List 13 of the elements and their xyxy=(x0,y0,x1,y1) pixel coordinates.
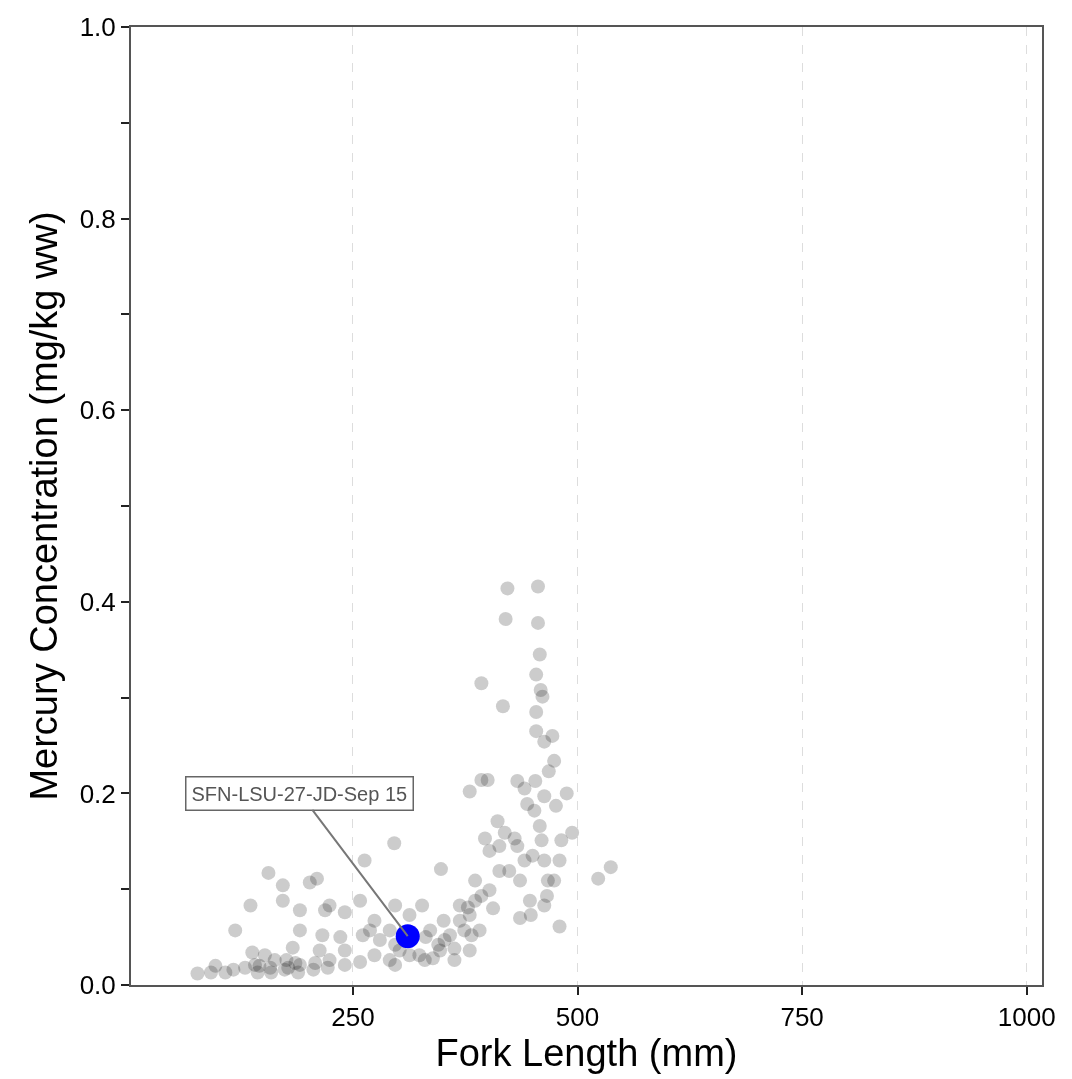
x-tick-label: 1000 xyxy=(997,1002,1056,1033)
annotation: SFN-LSU-27-JD-Sep 15 xyxy=(191,782,408,805)
x-tick-label: 750 xyxy=(780,1002,824,1033)
y-tick-label: 0.2 xyxy=(79,778,116,809)
y-tick-label: 0.6 xyxy=(79,395,116,426)
y-tick-label: 0.4 xyxy=(79,586,116,617)
y-tick-label: 0.8 xyxy=(79,203,116,234)
y-tick-label: 0.0 xyxy=(79,970,116,1001)
y-tick-label: 1.0 xyxy=(79,12,116,43)
x-axis-title: Fork Length (mm) xyxy=(435,1032,738,1075)
y-axis-title: Mercury Concentration (mg/kg ww) xyxy=(23,211,66,801)
x-tick-label: 500 xyxy=(555,1002,600,1033)
x-tick-label: 250 xyxy=(331,1002,375,1033)
